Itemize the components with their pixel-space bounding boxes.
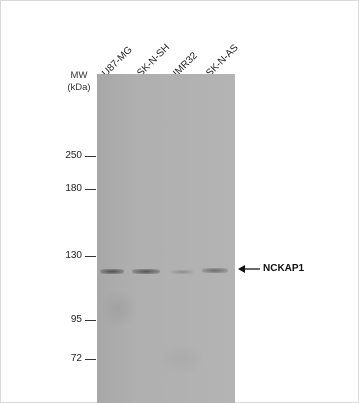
membrane-smudge (99, 289, 137, 329)
mw-marker-value: 72 (70, 353, 82, 364)
mw-title-line2: (kDa) (67, 82, 91, 93)
mw-marker-180: 180 (58, 183, 96, 195)
arrow-left-svg (238, 265, 260, 273)
mw-marker-value: 95 (70, 314, 82, 325)
mw-marker-tick (85, 256, 96, 257)
band-imr32 (171, 270, 193, 274)
band-sk-n-as (202, 268, 228, 273)
mw-marker-tick (85, 359, 96, 360)
mw-marker-value: 130 (65, 250, 82, 261)
mw-marker-tick (85, 320, 96, 321)
mw-title-line1: MW (70, 70, 88, 81)
mw-marker-value: 180 (65, 183, 82, 194)
target-name: NCKAP1 (263, 263, 305, 274)
mw-marker-95: 95 (58, 314, 96, 326)
band-u87-mg (100, 269, 124, 274)
arrow-left-icon (238, 263, 260, 275)
blot-membrane (97, 74, 235, 403)
mw-marker-250: 250 (58, 150, 96, 162)
mw-marker-tick (85, 189, 96, 190)
mw-marker-tick (85, 156, 96, 157)
mw-marker-130: 130 (58, 250, 96, 262)
mw-marker-72: 72 (58, 353, 96, 365)
band-sk-n-sh (132, 269, 160, 274)
mw-title: MW (kDa) (62, 70, 96, 94)
target-label: NCKAP1 (238, 263, 304, 275)
membrane-smudge (157, 344, 207, 374)
mw-marker-value: 250 (65, 150, 82, 161)
